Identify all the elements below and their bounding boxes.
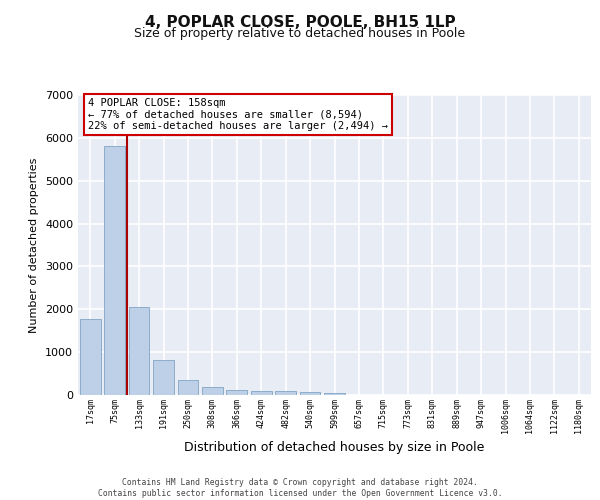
Text: Contains HM Land Registry data © Crown copyright and database right 2024.
Contai: Contains HM Land Registry data © Crown c… <box>98 478 502 498</box>
Bar <box>153 360 174 395</box>
X-axis label: Distribution of detached houses by size in Poole: Distribution of detached houses by size … <box>184 441 485 454</box>
Y-axis label: Number of detached properties: Number of detached properties <box>29 158 40 332</box>
Bar <box>299 392 320 395</box>
Text: Size of property relative to detached houses in Poole: Size of property relative to detached ho… <box>134 28 466 40</box>
Bar <box>251 390 272 395</box>
Bar <box>104 146 125 395</box>
Bar <box>226 390 247 395</box>
Bar <box>128 306 149 395</box>
Text: 4 POPLAR CLOSE: 158sqm
← 77% of detached houses are smaller (8,594)
22% of semi-: 4 POPLAR CLOSE: 158sqm ← 77% of detached… <box>88 98 388 131</box>
Bar <box>324 392 345 395</box>
Bar <box>80 318 101 395</box>
Bar <box>275 391 296 395</box>
Text: 4, POPLAR CLOSE, POOLE, BH15 1LP: 4, POPLAR CLOSE, POOLE, BH15 1LP <box>145 15 455 30</box>
Bar <box>178 380 199 395</box>
Bar <box>202 387 223 395</box>
